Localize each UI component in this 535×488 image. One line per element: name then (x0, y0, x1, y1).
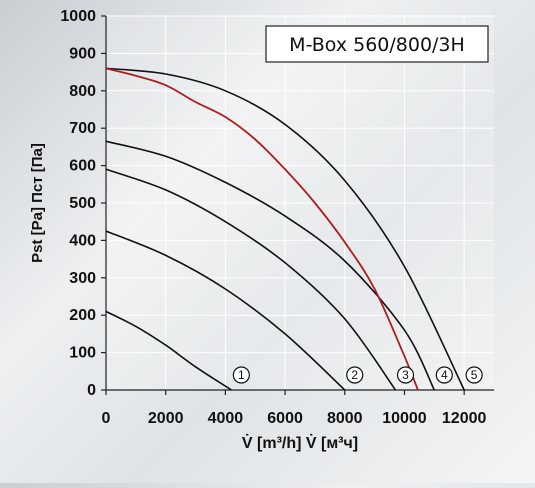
y-tick-label: 700 (69, 120, 96, 137)
curve-marker-label: 5 (471, 368, 478, 382)
y-tick-label: 100 (69, 345, 96, 362)
y-tick-label: 0 (87, 382, 96, 399)
curve-marker-3: 3 (396, 366, 415, 384)
chart-title: M-Box 560/800/3H (289, 34, 465, 56)
curve-markers: 1 2 3 4 5 (232, 366, 483, 384)
y-axis-label: Pst [Pa] Пст [Па] (29, 143, 46, 263)
curve-3 (105, 168, 397, 391)
x-tick-label: 2000 (148, 410, 184, 427)
curve-marker-2: 2 (346, 366, 364, 384)
x-tick-label: 10000 (382, 410, 427, 427)
x-tick-label: 12000 (442, 410, 487, 427)
x-tick-label: 6000 (267, 410, 303, 427)
y-tick-label: 400 (69, 232, 96, 249)
title-box: M-Box 560/800/3H (265, 25, 489, 63)
y-tick-label: 1000 (60, 8, 96, 25)
y-tick-label: 500 (69, 195, 96, 212)
curve-5 (105, 67, 465, 391)
y-tick-label: 200 (69, 307, 96, 324)
curve-marker-5: 5 (465, 366, 483, 384)
axes (101, 15, 494, 395)
curve-red (105, 67, 419, 391)
x-tick-label: 8000 (327, 410, 363, 427)
y-tick-label: 300 (69, 270, 96, 287)
y-tick-label: 600 (69, 158, 96, 175)
curve-marker-label: 1 (238, 368, 245, 382)
y-tick-label: 900 (69, 45, 96, 62)
curve-marker-4: 4 (435, 366, 453, 384)
curve-marker-label: 3 (402, 368, 409, 382)
curve-marker-label: 2 (351, 368, 358, 382)
x-tick-label: 0 (102, 410, 111, 427)
y-tick-label: 800 (69, 83, 96, 100)
curve-marker-1: 1 (232, 366, 250, 384)
curve-2 (105, 230, 346, 391)
x-tick-label: 4000 (208, 410, 244, 427)
curve-1 (105, 310, 232, 391)
curve-4 (105, 140, 436, 391)
curves (105, 67, 465, 391)
x-axis-label: V̇ [m³/h] V̇ [м³ч] (242, 434, 358, 452)
curve-marker-label: 4 (441, 368, 448, 382)
